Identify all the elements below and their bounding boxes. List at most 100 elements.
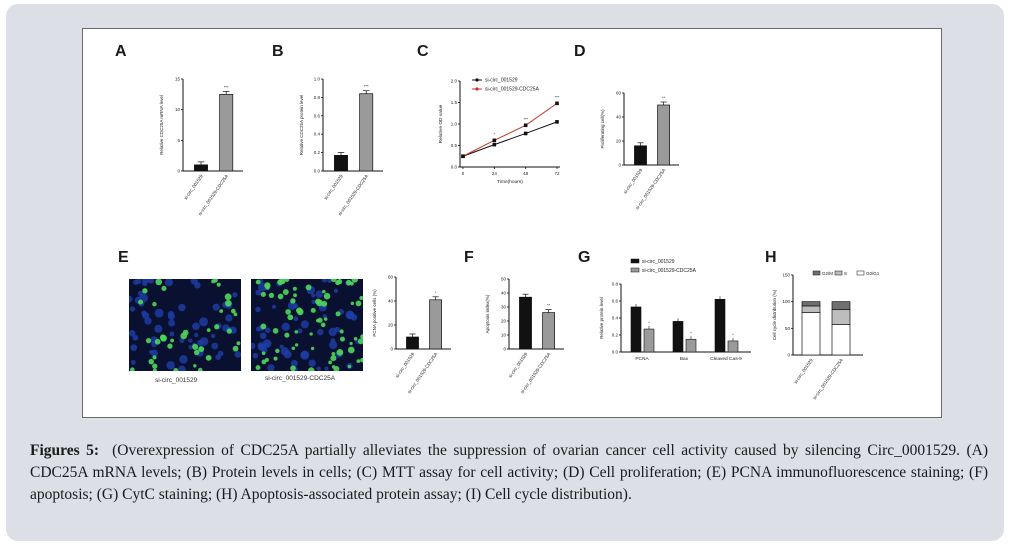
pcna-positive-cell bbox=[232, 345, 239, 352]
y-tick-label-C: 0.0 bbox=[451, 165, 458, 170]
nucleus-stain bbox=[279, 344, 284, 349]
y-axis-label-A: Relative CDC25A mRNA level bbox=[159, 95, 164, 155]
pcna-positive-cell bbox=[261, 359, 267, 365]
nucleus-stain bbox=[130, 359, 136, 365]
pcna-positive-cell bbox=[321, 300, 328, 307]
legend-label-C-1: si-circ_001529-CDC25A bbox=[485, 87, 540, 93]
pcna-positive-cell bbox=[173, 368, 179, 371]
y-tick-label-E: 40 bbox=[388, 299, 394, 304]
pcna-positive-cell bbox=[193, 349, 200, 356]
pcna-positive-cell bbox=[347, 364, 352, 369]
pcna-positive-cell bbox=[155, 279, 163, 286]
x-tick-label-H-0: si-circ_001529 bbox=[793, 357, 814, 384]
x-tick-label-F-0: si-circ_001529 bbox=[507, 351, 528, 378]
pcna-positive-cell bbox=[351, 279, 359, 283]
panel-letter-c: C bbox=[417, 43, 429, 60]
fluorescence-cells-control bbox=[129, 279, 241, 371]
pcna-positive-cell bbox=[213, 279, 218, 283]
legend-marker-C-1 bbox=[475, 87, 479, 91]
nucleus-stain bbox=[255, 289, 262, 296]
legend-label-G-0: si-circ_001529 bbox=[642, 259, 675, 265]
nucleus-stain bbox=[293, 316, 299, 322]
nucleus-stain bbox=[178, 303, 186, 312]
bar-E-0 bbox=[406, 336, 419, 350]
panel-letter-e: E bbox=[118, 249, 129, 266]
y-tick-label-C: 1.5 bbox=[451, 100, 458, 105]
nucleus-stain bbox=[194, 332, 199, 338]
nucleus-stain bbox=[217, 350, 224, 357]
panel-letter-h: H bbox=[765, 249, 777, 266]
pcna-positive-cell bbox=[284, 279, 290, 282]
y-tick-label-F: 20 bbox=[501, 319, 507, 324]
y-tick-label-D: 0 bbox=[618, 163, 621, 168]
nucleus-stain bbox=[327, 279, 332, 284]
legend-label-C-0: si-circ_001529 bbox=[485, 78, 518, 84]
significance-mark-D-1: ** bbox=[662, 95, 666, 100]
nucleus-stain bbox=[316, 328, 324, 336]
y-axis-label-B: Relative CDC25A protein level bbox=[299, 95, 304, 156]
nucleus-stain bbox=[255, 306, 261, 313]
y-tick-label-B: 0.6 bbox=[314, 113, 321, 118]
bar-D-0 bbox=[634, 145, 647, 166]
nucleus-stain bbox=[264, 342, 269, 347]
data-point-C-1-2 bbox=[523, 123, 528, 128]
y-tick-label-F: 10 bbox=[501, 333, 507, 338]
bar-A-0 bbox=[194, 164, 208, 172]
pcna-positive-cell bbox=[292, 286, 297, 291]
bar-G-1-1 bbox=[685, 338, 697, 353]
nucleus-stain bbox=[141, 280, 148, 287]
y-tick-label-E: 0 bbox=[390, 347, 393, 352]
significance-mark-A-1: *** bbox=[224, 84, 229, 89]
nucleus-stain bbox=[133, 279, 139, 285]
significance-mark-E-1: * bbox=[435, 290, 437, 295]
bar-G-2-1 bbox=[727, 340, 739, 353]
y-tick-label-H: 0 bbox=[787, 353, 790, 358]
y-tick-label-E: 60 bbox=[388, 275, 394, 280]
nucleus-stain bbox=[169, 331, 175, 337]
y-tick-label-A: 15 bbox=[175, 77, 181, 82]
pcna-positive-cell bbox=[323, 317, 328, 321]
pcna-positive-cell bbox=[205, 354, 212, 361]
nucleus-stain bbox=[345, 310, 355, 320]
significance-mark-C-2: *** bbox=[555, 94, 560, 99]
pcna-positive-cell bbox=[148, 358, 154, 365]
legend-label-G-1: si-circ_001529-CDC25A bbox=[642, 268, 697, 274]
y-tick-label-D: 60 bbox=[616, 91, 622, 96]
y-tick-label-A: 10 bbox=[175, 107, 181, 112]
y-tick-label-G: 0.6 bbox=[612, 299, 619, 304]
pcna-positive-cell bbox=[284, 332, 290, 338]
pcna-positive-cell bbox=[273, 356, 278, 361]
pcna-positive-cell bbox=[272, 328, 279, 334]
nucleus-stain bbox=[137, 290, 143, 296]
pcna-positive-cell bbox=[255, 365, 261, 370]
y-tick-label-F: 40 bbox=[501, 291, 507, 296]
y-axis-label-G: Relative protein level bbox=[599, 297, 604, 339]
legend-swatch-G-1 bbox=[630, 267, 640, 273]
pcna-fluorescence-image-cdc25a bbox=[251, 279, 363, 371]
stacked-bar-H-0-1 bbox=[801, 305, 821, 313]
data-point-C-1-3 bbox=[555, 101, 559, 106]
bar-G-2-0 bbox=[714, 298, 726, 353]
nucleus-stain bbox=[315, 290, 323, 298]
pcna-positive-cell bbox=[310, 307, 316, 313]
pcna-positive-cell bbox=[287, 314, 294, 321]
nucleus-stain bbox=[154, 324, 163, 333]
x-tick-label-B-0: si-circ_001529 bbox=[323, 173, 344, 200]
figure-caption: Figures 5: (Overexpression of CDC25A par… bbox=[30, 442, 989, 503]
nucleus-stain bbox=[311, 293, 316, 298]
pcna-positive-cell bbox=[340, 336, 346, 342]
fluorescence-cells-cdc25a bbox=[251, 279, 363, 371]
significance-mark-C-1: *** bbox=[523, 116, 528, 121]
nucleus-stain bbox=[190, 279, 198, 285]
nucleus-stain bbox=[188, 338, 193, 343]
x-tick-label-G-1: Bax bbox=[680, 356, 689, 362]
nucleus-stain bbox=[179, 338, 185, 344]
pcna-positive-cell bbox=[233, 312, 238, 317]
pcna-positive-cell bbox=[360, 334, 363, 340]
pcna-positive-cell bbox=[359, 296, 363, 300]
nucleus-stain bbox=[321, 279, 328, 283]
pcna-positive-cell bbox=[291, 346, 296, 351]
nucleus-stain bbox=[211, 342, 219, 350]
nucleus-stain bbox=[192, 322, 200, 331]
x-tick-label-B-1: si-circ_001529-CDC25A bbox=[337, 174, 369, 217]
